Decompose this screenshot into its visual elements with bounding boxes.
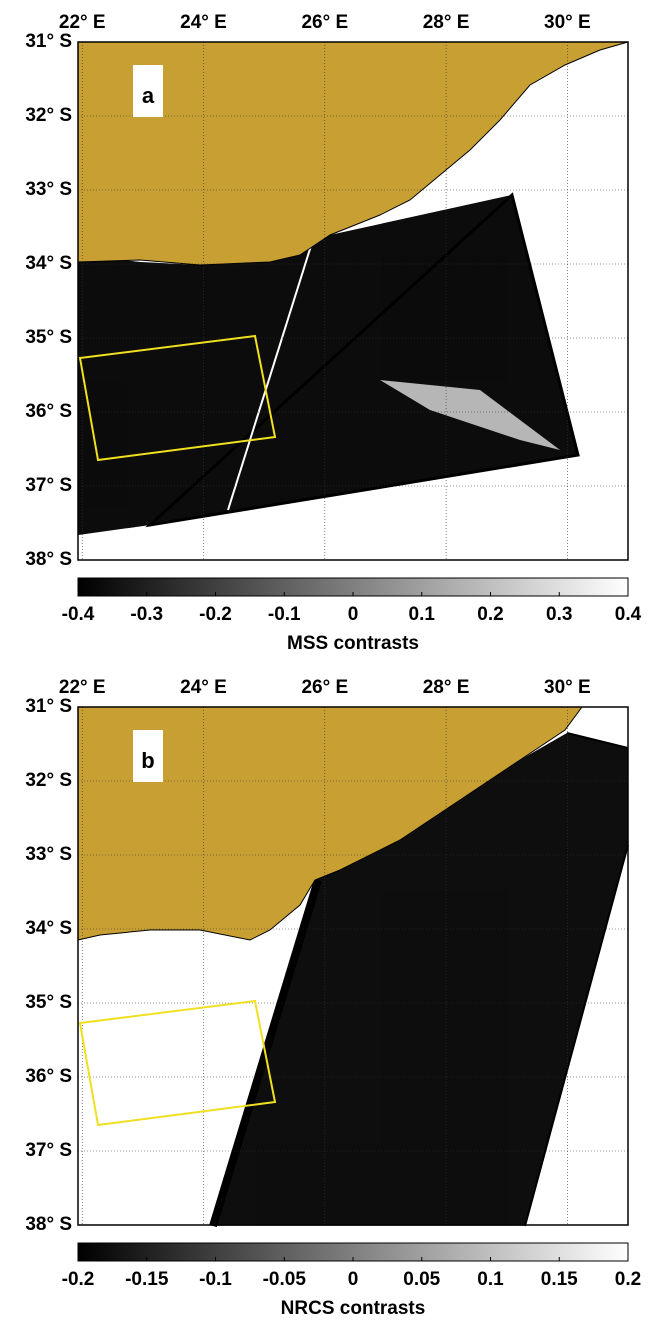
colorbar-tick-label: 0.4 [615,604,642,625]
lat-label: 35° S [25,992,72,1013]
panel-label: b [141,748,154,773]
lon-label: 22° E [59,12,106,33]
lon-label: 30° E [544,12,591,33]
lon-label: 28° E [423,677,470,698]
lon-label: 28° E [423,12,470,33]
map-panel: 31° S 32° S 33° S 34° S 35° S 36° S 37° S 38° S… [25,677,641,1319]
colorbar-tick-label: -0.15 [125,1269,169,1290]
colorbar-tick-label: 0.1 [477,1269,504,1290]
colorbar-tick-label: 0 [348,1269,359,1290]
lat-label: 33° S [25,179,72,200]
panel-label: a [142,83,155,108]
lat-label: 35° S [25,327,72,348]
colorbar-tick-label: -0.1 [199,1269,232,1290]
colorbar-label: MSS contrasts [287,633,419,654]
colorbar-tick-label: 0.1 [409,604,436,625]
lat-label: 34° S [25,253,72,274]
colorbar-tick-label: 0.3 [546,604,572,625]
colorbar-tick-label: -0.4 [62,604,95,625]
lat-label: 36° S [25,1066,72,1087]
lat-label: 36° S [25,401,72,422]
figure: 31° S 32° S 33° S 34° S 35° S 36° S 37° S 38° S… [0,0,650,1321]
colorbar-label: NRCS contrasts [281,1298,426,1319]
lat-label: 37° S [25,1140,72,1161]
lon-label: 22° E [59,677,106,698]
colorbar-tick-label: 0.2 [477,604,503,625]
colorbar-tick-label: -0.05 [263,1269,307,1290]
lat-label: 31° S [25,696,72,717]
lat-label: 38° S [25,549,72,570]
lon-label: 24° E [180,677,227,698]
lat-label: 32° S [25,105,72,126]
map-panel: 31° S 32° S 33° S 34° S 35° S 36° S 37° S 38° S… [25,12,641,654]
colorbar-tick-label: -0.1 [268,604,301,625]
lat-label: 33° S [25,844,72,865]
colorbar-tick-label: 0.15 [541,1269,578,1290]
colorbar-tick-label: 0 [348,604,359,625]
lon-label: 30° E [544,677,591,698]
lon-label: 24° E [180,12,227,33]
colorbar-tick-label: 0.2 [615,1269,641,1290]
colorbar-tick-label: -0.2 [62,1269,95,1290]
colorbar-tick-label: 0.05 [403,1269,440,1290]
colorbar-tick-label: -0.2 [199,604,232,625]
colorbar-tick-label: -0.3 [130,604,163,625]
lat-label: 31° S [25,31,72,52]
lon-label: 26° E [301,677,348,698]
lat-label: 32° S [25,770,72,791]
lat-label: 38° S [25,1214,72,1235]
lat-label: 34° S [25,918,72,939]
lon-label: 26° E [301,12,348,33]
lat-label: 37° S [25,475,72,496]
